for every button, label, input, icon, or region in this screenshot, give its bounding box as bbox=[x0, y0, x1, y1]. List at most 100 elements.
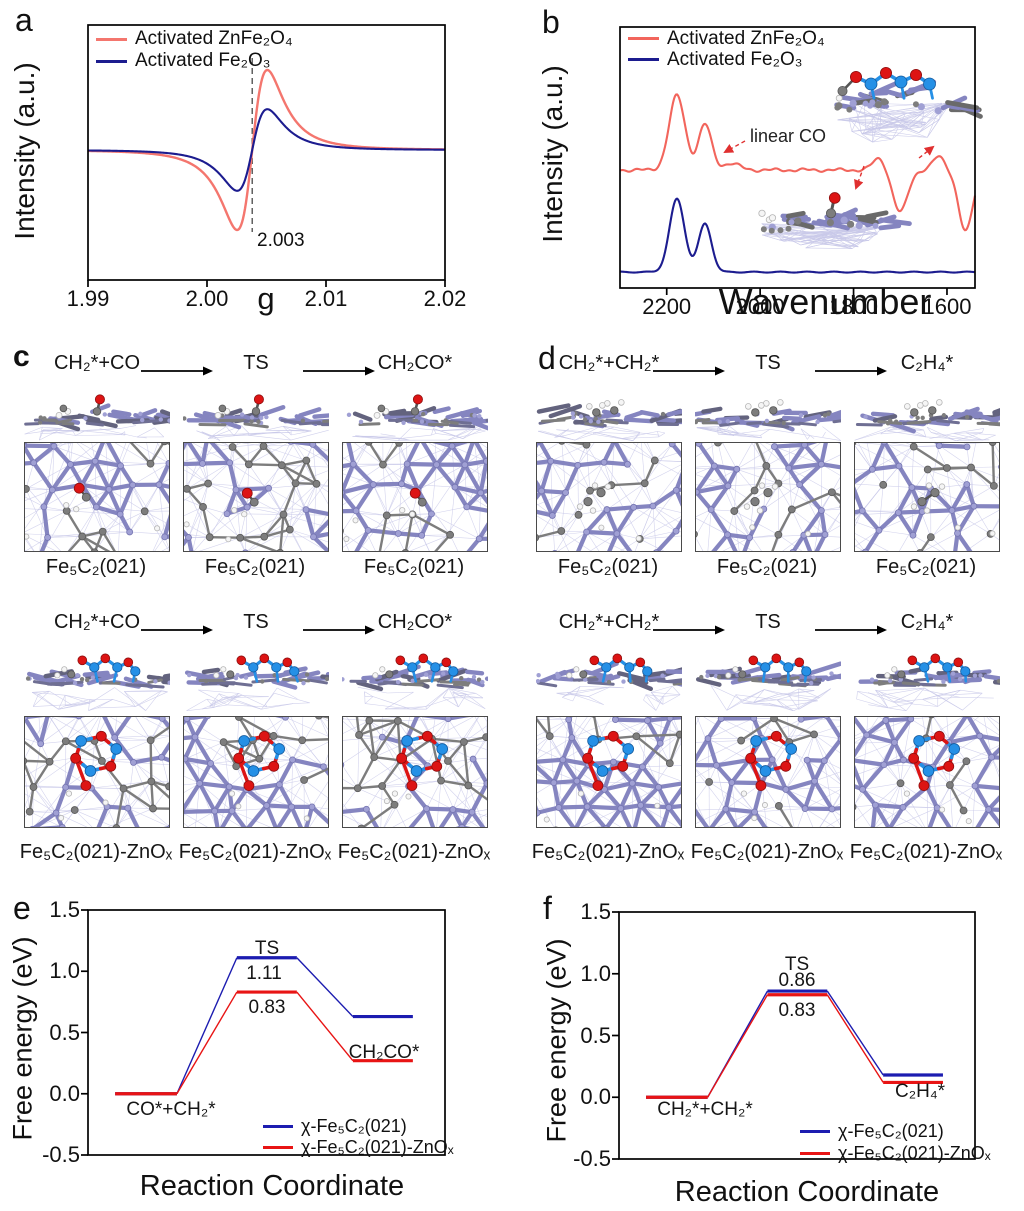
legend-label: Activated Fe₂O₃ bbox=[667, 48, 803, 70]
y-tick-label: 0.5 bbox=[580, 1022, 611, 1048]
molecular-structure-top-view bbox=[183, 442, 329, 552]
x-tick-label: 2.01 bbox=[304, 286, 348, 311]
legend-swatch bbox=[800, 1129, 830, 1133]
legend-a: Activated ZnFe₂O₄ Activated Fe₂O₃ bbox=[96, 28, 293, 72]
molecular-structure-side-view bbox=[536, 639, 682, 711]
panel-e-energy: e Free energy (eV) Reaction Coordinate χ… bbox=[0, 878, 512, 1211]
ts-energy-value: 1.11 bbox=[246, 963, 282, 984]
molecular-structure-top-view bbox=[24, 716, 170, 828]
x-tick-label: 2.02 bbox=[423, 286, 467, 311]
molecular-structure-top-view bbox=[342, 442, 488, 552]
legend-label: χ-Fe₅C₂(021) bbox=[301, 1116, 407, 1136]
x-tick-label: 2000 bbox=[735, 294, 785, 319]
legend-swatch bbox=[628, 58, 659, 61]
molecular-structure-side-view bbox=[536, 393, 682, 441]
molecular-structure-top-view bbox=[854, 442, 1000, 552]
x-tick-label: 2200 bbox=[642, 294, 692, 319]
y-tick-label: 1.0 bbox=[580, 960, 611, 986]
reaction-equation-reactant: CH₂*+CO bbox=[53, 352, 141, 374]
legend-swatch bbox=[96, 37, 127, 41]
x-axis-title-b: Wavenumber bbox=[718, 281, 932, 322]
molecular-structure-side-view bbox=[342, 393, 488, 441]
g-value-annotation: 2.003 bbox=[257, 230, 305, 251]
y-tick-label: 0.0 bbox=[49, 1080, 80, 1106]
reaction-arrow-icon bbox=[141, 623, 213, 635]
legend-item: χ-Fe₅C₂(021) bbox=[263, 1116, 454, 1137]
surface-caption: Fe₅C₂(021)-ZnOₓ bbox=[531, 841, 685, 863]
reaction-arrow-icon bbox=[141, 364, 213, 376]
molecular-structure-top-view bbox=[854, 716, 1000, 828]
y-tick-label: -0.5 bbox=[42, 1142, 80, 1167]
panel-f-energy: f Free energy (eV) Reaction Coordinate χ… bbox=[512, 878, 1024, 1211]
panel-label-a: a bbox=[15, 2, 33, 38]
legend-e: χ-Fe₅C₂(021) χ-Fe₅C₂(021)-ZnOₓ bbox=[263, 1116, 454, 1158]
y-axis-title-a: Intensity (a.u.) bbox=[9, 62, 40, 240]
reaction-equation-reactant: CH₂*+CH₂* bbox=[558, 611, 660, 633]
molecular-structure-top-view bbox=[695, 716, 841, 828]
x-tick-label: 1.99 bbox=[66, 286, 110, 311]
reaction-equation-reactant: CH₂*+CH₂* bbox=[558, 352, 660, 374]
y-tick-label: 0.0 bbox=[580, 1084, 611, 1110]
surface-caption: Fe₅C₂(021)-ZnOₓ bbox=[337, 841, 491, 863]
legend-f: χ-Fe₅C₂(021) χ-Fe₅C₂(021)-ZnOₓ bbox=[800, 1120, 991, 1164]
linear-co-annotation: linear CO bbox=[750, 126, 827, 146]
reaction-arrow-icon bbox=[303, 623, 375, 635]
molecular-structure-side-view bbox=[695, 639, 841, 711]
legend-swatch bbox=[800, 1151, 830, 1155]
surface-caption: Fe₅C₂(021) bbox=[557, 556, 659, 578]
panel-label-b: b bbox=[542, 4, 560, 40]
surface-caption: Fe₅C₂(021) bbox=[716, 556, 818, 578]
panel-label-c: c bbox=[13, 340, 30, 373]
stage-label-product: CH₂CO* bbox=[348, 1042, 420, 1063]
reaction-equation-product: C₂H₄* bbox=[900, 611, 954, 633]
stage-label-product: C₂H₄* bbox=[895, 1081, 945, 1102]
ts-energy-value: 0.83 bbox=[778, 1000, 816, 1021]
reaction-equation-ts: TS bbox=[243, 352, 269, 374]
energy-plot-e bbox=[81, 909, 446, 1156]
x-axis-title-f: Reaction Coordinate bbox=[674, 1176, 940, 1208]
molecular-structure-side-view bbox=[24, 393, 170, 441]
x-axis-title-a: g bbox=[257, 281, 275, 316]
surface-caption: Fe₅C₂(021) bbox=[363, 556, 465, 578]
molecular-structure-side-view bbox=[854, 639, 1000, 711]
legend-label: χ-Fe₅C₂(021)-ZnOₓ bbox=[838, 1142, 991, 1163]
legend-swatch bbox=[628, 37, 659, 40]
legend-item: Activated Fe₂O₃ bbox=[96, 50, 293, 72]
molecular-structure-top-view bbox=[342, 716, 488, 828]
legend-item: Activated Fe₂O₃ bbox=[628, 49, 825, 70]
surface-caption: Fe₅C₂(021) bbox=[875, 556, 977, 578]
surface-caption: Fe₅C₂(021)-ZnOₓ bbox=[178, 841, 332, 863]
surface-caption: Fe₅C₂(021)-ZnOₓ bbox=[19, 841, 173, 863]
reaction-equation-reactant: CH₂*+CO bbox=[53, 611, 141, 633]
x-tick-label: 1600 bbox=[922, 294, 972, 319]
reaction-arrow-icon bbox=[815, 364, 887, 376]
y-tick-label: 1.5 bbox=[49, 897, 80, 922]
panel-d-pathway: d CH₂*+CH₂* TS C₂H₄* Fe₅C₂(021) Fe₅C₂(021) Fe… bbox=[512, 330, 1024, 878]
legend-item: χ-Fe₅C₂(021)-ZnOₓ bbox=[263, 1137, 454, 1158]
molecular-structure-top-view bbox=[695, 442, 841, 552]
molecular-structure-side-view bbox=[24, 639, 170, 711]
legend-b: Activated ZnFe₂O₄ Activated Fe₂O₃ bbox=[628, 28, 825, 70]
ts-energy-value: 0.86 bbox=[778, 970, 816, 991]
panel-label-e: e bbox=[13, 890, 31, 926]
surface-caption: Fe₅C₂(021)-ZnOₓ bbox=[690, 841, 844, 863]
reaction-equation-product: C₂H₄* bbox=[900, 352, 954, 374]
molecular-structure-side-view bbox=[342, 639, 488, 711]
ts-energy-value: 0.83 bbox=[248, 997, 286, 1018]
x-tick-label: 1800 bbox=[829, 294, 879, 319]
reaction-arrow-icon bbox=[303, 364, 375, 376]
molecular-structure-side-view bbox=[183, 393, 329, 441]
x-tick-label: 2.00 bbox=[185, 286, 229, 311]
y-tick-label: 1.5 bbox=[580, 899, 611, 924]
reaction-equation-product: CH₂CO* bbox=[377, 352, 453, 374]
panel-a-epr: a Intensity (a.u.) g 2.003 Activated ZnF… bbox=[0, 0, 512, 330]
stage-label-start: CH₂*+CH₂* bbox=[657, 1099, 753, 1120]
legend-label: Activated Fe₂O₃ bbox=[135, 50, 271, 71]
legend-item: χ-Fe₅C₂(021)-ZnOₓ bbox=[800, 1142, 991, 1164]
legend-label: χ-Fe₅C₂(021) bbox=[838, 1120, 944, 1141]
ts-label: TS bbox=[254, 938, 280, 959]
legend-item: χ-Fe₅C₂(021) bbox=[800, 1120, 991, 1142]
drifts-plot bbox=[619, 26, 983, 295]
x-axis-title-e: Reaction Coordinate bbox=[139, 1170, 405, 1202]
